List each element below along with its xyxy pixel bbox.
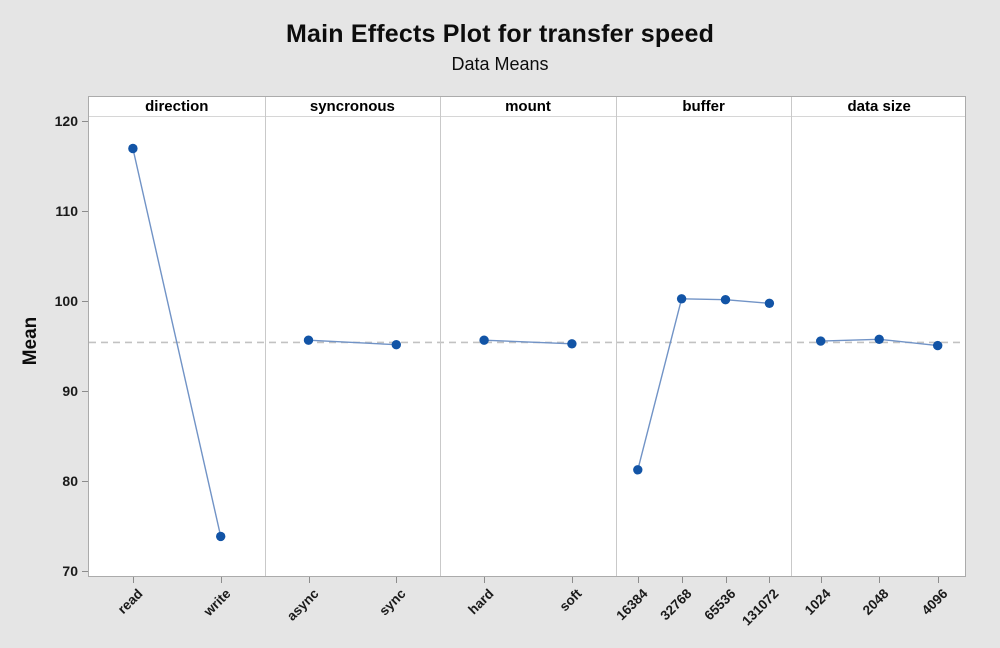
x-tick-label: sync — [376, 586, 409, 619]
data-point — [479, 335, 489, 345]
series-line — [132, 148, 222, 537]
x-tick-mark — [726, 577, 727, 583]
x-tick-mark — [484, 577, 485, 583]
y-tick-label: 90 — [62, 383, 78, 399]
x-tick-mark — [938, 577, 939, 583]
y-tick-label: 70 — [62, 563, 78, 579]
panel-header-direction: direction — [145, 98, 209, 115]
data-point — [676, 294, 687, 304]
x-tick-mark — [682, 577, 683, 583]
x-tick-mark — [133, 577, 134, 583]
y-tick-label: 120 — [54, 113, 78, 129]
x-tick-label: soft — [556, 586, 585, 615]
data-point — [128, 143, 138, 154]
data-point — [567, 339, 577, 349]
series-line — [308, 339, 397, 346]
x-tick-mark — [309, 577, 310, 583]
y-tick-mark — [82, 481, 88, 482]
x-tick-label: hard — [465, 586, 497, 618]
y-tick-mark — [82, 571, 88, 572]
panel-separator — [265, 97, 266, 576]
plot-data-area — [89, 117, 965, 576]
series-line — [637, 298, 770, 470]
series-line — [484, 339, 572, 345]
panel-header-band: direction syncronous mount buffer data size — [89, 97, 965, 117]
data-point — [391, 340, 401, 350]
x-tick-mark — [879, 577, 880, 583]
y-tick-mark — [82, 301, 88, 302]
data-point — [303, 335, 314, 345]
data-point — [816, 336, 826, 346]
x-tick-mark — [572, 577, 573, 583]
x-tick-label: async — [283, 586, 322, 624]
y-tick-mark — [82, 121, 88, 122]
panel-separator — [440, 97, 441, 576]
panel-header-data-size: data size — [847, 98, 911, 115]
y-axis-title: Mean — [20, 317, 42, 366]
x-tick-mark — [638, 577, 639, 583]
data-point — [764, 298, 775, 308]
x-tick-label: read — [114, 586, 146, 617]
y-tick-mark — [82, 211, 88, 212]
x-tick-mark — [821, 577, 822, 583]
x-tick-mark — [221, 577, 222, 583]
chart-title: Main Effects Plot for transfer speed — [285, 20, 715, 48]
y-tick-mark — [82, 391, 88, 392]
x-tick-mark — [769, 577, 770, 583]
panel-header-syncronous: syncronous — [309, 98, 395, 115]
data-point — [874, 334, 884, 344]
y-tick-label: 100 — [54, 293, 78, 309]
panel-separator — [791, 97, 792, 576]
plot-frame: direction syncronous mount buffer data size — [88, 96, 966, 577]
data-point — [720, 295, 731, 305]
chart-subtitle: Data Means — [451, 54, 549, 74]
y-tick-label: 110 — [55, 203, 78, 219]
panel-separator — [616, 97, 617, 576]
data-point — [216, 531, 226, 542]
y-axis-title-text: Mean — [20, 316, 41, 366]
panel-header-buffer: buffer — [682, 98, 725, 115]
plot-svg — [89, 143, 965, 542]
x-tick-label: write — [200, 586, 234, 619]
data-point — [633, 465, 643, 475]
y-tick-label: 80 — [62, 473, 78, 489]
x-tick-mark — [396, 577, 397, 583]
data-point — [933, 340, 943, 351]
panel-header-mount: mount — [505, 98, 551, 115]
